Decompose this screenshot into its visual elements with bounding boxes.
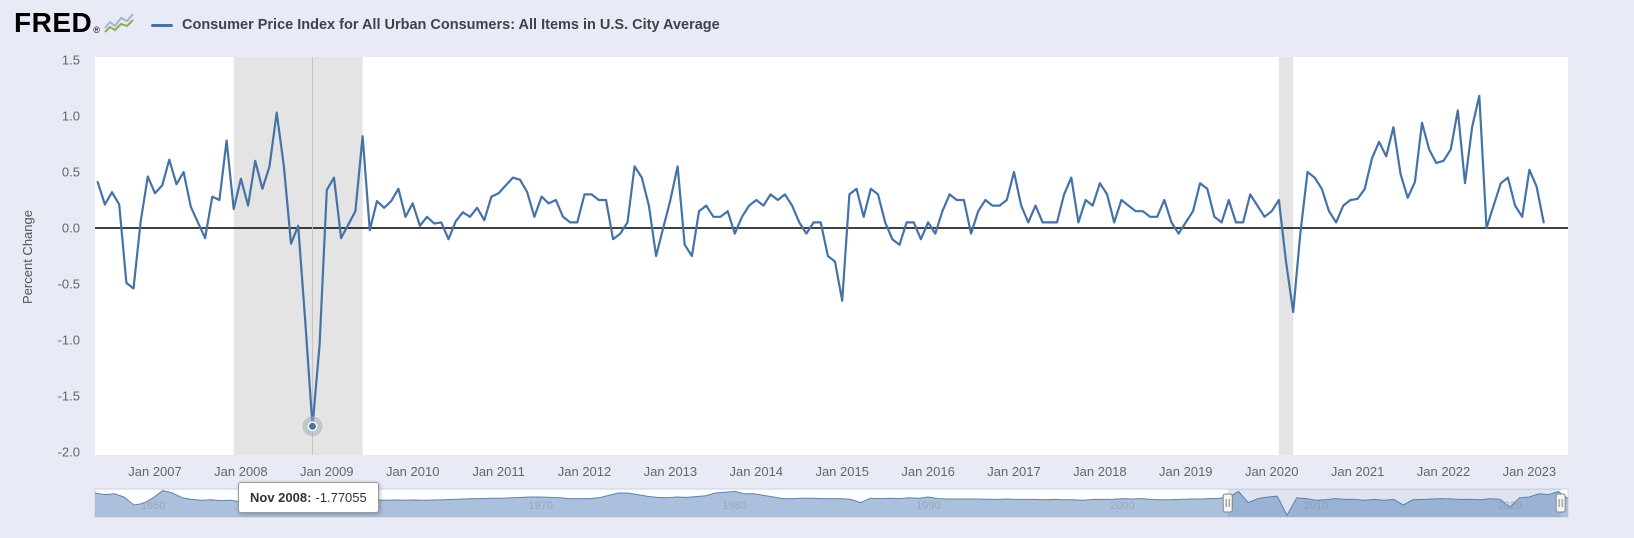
- x-axis-label: Jan 2012: [558, 464, 612, 479]
- x-axis-label: Jan 2015: [815, 464, 869, 479]
- x-axis-label: Jan 2011: [472, 464, 525, 479]
- navigator-right-handle[interactable]: [1555, 493, 1566, 513]
- navigator-area: [95, 490, 1568, 517]
- x-axis-label: Jan 2018: [1073, 464, 1127, 479]
- x-axis-label: Jan 2007: [128, 464, 182, 479]
- series-line[interactable]: [96, 94, 1545, 428]
- navigator-year-label: 2010: [1304, 500, 1328, 512]
- x-axis-label: Jan 2017: [987, 464, 1041, 479]
- y-axis-label: 1.0: [62, 109, 80, 124]
- fred-logo[interactable]: FRED ®: [14, 9, 134, 39]
- x-axis-label: Jan 2020: [1245, 464, 1299, 479]
- x-axis-label: Jan 2021: [1331, 464, 1385, 479]
- x-axis-label: Jan 2019: [1159, 464, 1213, 479]
- x-axis-label: Jan 2010: [386, 464, 440, 479]
- series-title: Consumer Price Index for All Urban Consu…: [182, 17, 720, 33]
- navigator-year-label: 1950: [141, 500, 165, 512]
- y-axis-label: -0.5: [58, 277, 80, 292]
- recession-band: [233, 57, 363, 455]
- navigator-year-label: 1980: [722, 500, 746, 512]
- tooltip-date: Nov 2008:: [250, 490, 312, 505]
- legend-line-swatch: [151, 23, 173, 27]
- y-axis-label: 0.0: [62, 221, 80, 236]
- fred-logo-text: FRED: [14, 7, 93, 38]
- x-axis-label: Jan 2016: [901, 464, 955, 479]
- y-axis-label: 0.5: [62, 165, 80, 180]
- x-axis-label: Jan 2023: [1503, 464, 1557, 479]
- y-axis-label: 1.5: [62, 53, 80, 68]
- navigator-year-label: 1990: [916, 500, 940, 512]
- navigator-selected-range[interactable]: [1227, 489, 1561, 517]
- marker-point[interactable]: [307, 421, 318, 432]
- x-axis-label: Jan 2013: [644, 464, 698, 479]
- navigator-year-label: 1970: [529, 500, 553, 512]
- fred-sparkline-icon: [104, 12, 134, 39]
- tooltip-value: -1.77055: [315, 490, 367, 505]
- navigator-year-label: 2000: [1110, 500, 1134, 512]
- y-axis-label: -1.0: [58, 333, 80, 348]
- x-axis-label: Jan 2009: [300, 464, 354, 479]
- navigator-left-handle[interactable]: [1222, 493, 1233, 513]
- x-axis-label: Jan 2008: [214, 464, 268, 479]
- graph-header: FRED ® Consumer Price Index for All Urba…: [0, 0, 1634, 52]
- y-axis-label: -2.0: [58, 445, 80, 460]
- hover-tooltip: Nov 2008: -1.77055: [238, 482, 379, 513]
- y-axis-label: -1.5: [58, 389, 80, 404]
- registered-trademark-icon: ®: [93, 25, 100, 35]
- series-legend[interactable]: Consumer Price Index for All Urban Consu…: [151, 17, 720, 33]
- x-axis-label: Jan 2014: [730, 464, 784, 479]
- navigator-year-label: 2020: [1498, 500, 1522, 512]
- x-axis-label: Jan 2022: [1417, 464, 1471, 479]
